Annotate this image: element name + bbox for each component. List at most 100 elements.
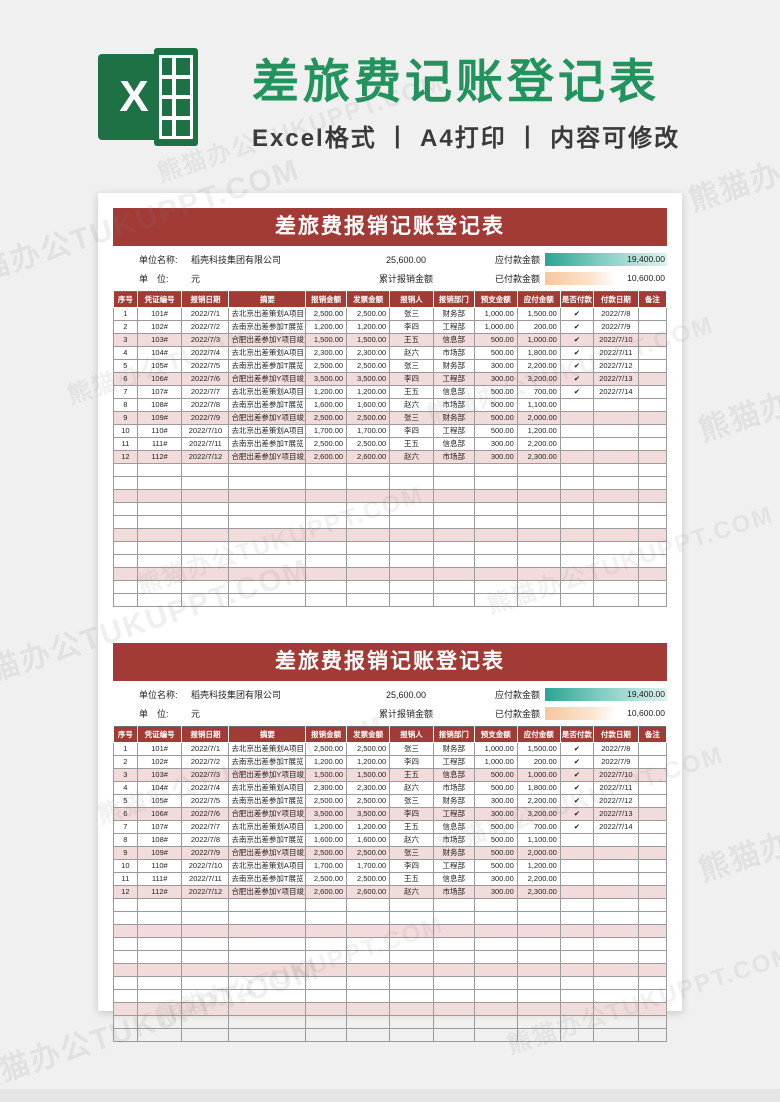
table-cell (346, 1015, 391, 1029)
unit-value: 元 (191, 274, 201, 284)
table-cell (228, 541, 307, 555)
table-cell: 2022/7/13 (592, 807, 639, 821)
column-header: 付款日期 (592, 726, 639, 743)
table-cell: 300.00 (473, 872, 518, 886)
table-cell: 1,000.00 (516, 333, 561, 347)
table-cell: 2,500.00 (305, 794, 348, 808)
table-cell: 2,500.00 (346, 742, 391, 756)
empty-row (113, 911, 668, 925)
table-cell (637, 541, 668, 555)
table-cell: 500.00 (473, 820, 518, 834)
table-cell (113, 924, 138, 938)
table-cell: 103# (136, 333, 183, 347)
table-cell: 2022/7/14 (592, 385, 639, 399)
paid-bar: 10,600.00 (545, 272, 667, 285)
table-cell: 8 (113, 398, 138, 412)
table-cell (305, 950, 348, 964)
table-cell (305, 937, 348, 951)
table-row: 5 105# 2022/7/5 去南京出差参加T展览 2,500.00 2,500.00 张… (113, 794, 668, 808)
table-cell (305, 1002, 348, 1016)
table-cell (305, 554, 348, 568)
table-cell (637, 859, 668, 873)
table-cell (389, 989, 434, 1003)
column-header: 发票金额 (346, 726, 391, 743)
table-cell (136, 528, 183, 542)
table-cell (432, 502, 475, 516)
table-cell (432, 489, 475, 503)
table-cell: 市场部 (432, 450, 475, 464)
sheet-banner-title: 差旅费报销记账登记表 (113, 208, 667, 246)
table-cell: 去南京出差参加T展览 (228, 872, 307, 886)
table-cell (228, 937, 307, 951)
table-cell (113, 541, 138, 555)
empty-row (113, 989, 668, 1003)
table-cell: 李四 (389, 859, 434, 873)
table-cell: 2022/7/7 (181, 385, 230, 399)
table-cell: 2022/7/1 (181, 307, 230, 321)
column-header: 报销部门 (432, 291, 475, 308)
table-cell (228, 911, 307, 925)
table-row: 11 111# 2022/7/11 去南京出差参加T展览 2,500.00 2,500.0… (113, 872, 668, 886)
table-cell: 赵六 (389, 450, 434, 464)
table-cell: 王五 (389, 872, 434, 886)
table-cell: 2,300.00 (305, 346, 348, 360)
table-cell (473, 924, 518, 938)
column-header: 是否付款 (559, 291, 594, 308)
table-cell (516, 937, 561, 951)
table-cell (228, 580, 307, 594)
column-header: 摘要 (228, 726, 307, 743)
table-cell (389, 515, 434, 529)
table-cell: 去南京出差参加T展览 (228, 398, 307, 412)
payable-value: 19,400.00 (627, 254, 665, 264)
table-row: 9 109# 2022/7/9 合肥出差参加Y项目竣工 2,500.00 2,500.00… (113, 411, 668, 425)
table-cell (432, 593, 475, 607)
table-cell (637, 1015, 668, 1029)
table-cell: 去北京出差策划A项目 (228, 346, 307, 360)
table-cell: 104# (136, 346, 183, 360)
table-cell: 112# (136, 885, 183, 899)
table-cell: 110# (136, 424, 183, 438)
table-cell (181, 1002, 230, 1016)
table-cell: 3 (113, 768, 138, 782)
table-cell: ✔ (559, 385, 594, 399)
table-cell: 2022/7/9 (592, 755, 639, 769)
table-cell: 500.00 (473, 398, 518, 412)
table-cell: 9 (113, 846, 138, 860)
paid-value: 10,600.00 (627, 708, 665, 718)
table-cell: 2022/7/11 (592, 781, 639, 795)
table-cell (592, 515, 639, 529)
table-cell: 6 (113, 372, 138, 386)
table-cell (305, 502, 348, 516)
table-cell (228, 476, 307, 490)
table-cell (473, 502, 518, 516)
table-cell (559, 924, 594, 938)
table-cell (432, 463, 475, 477)
table-cell (181, 924, 230, 938)
table-cell (516, 1028, 561, 1042)
table-cell: 2,600.00 (305, 885, 348, 899)
column-header: 凭证编号 (136, 291, 183, 308)
table-cell (136, 541, 183, 555)
paid-value: 10,600.00 (627, 273, 665, 283)
table-cell: 李四 (389, 807, 434, 821)
table-row: 7 107# 2022/7/7 去北京出差策划A项目 1,200.00 1,200.00 王… (113, 820, 668, 834)
excel-icon-sheet (154, 48, 198, 146)
table-cell: 去北京出差策划A项目 (228, 742, 307, 756)
paid-bar: 10,600.00 (545, 707, 667, 720)
table-cell: ✔ (559, 781, 594, 795)
table-cell: 3 (113, 333, 138, 347)
table-cell: 300.00 (473, 794, 518, 808)
table-cell (516, 489, 561, 503)
table-cell: 102# (136, 320, 183, 334)
table-cell: ✔ (559, 372, 594, 386)
table-cell (637, 976, 668, 990)
info-row-2: 单 位: 元 累计报销金额 已付款金额 10,600.00 (113, 704, 667, 723)
table-cell (592, 963, 639, 977)
table-cell: 赵六 (389, 398, 434, 412)
table-cell (228, 515, 307, 529)
table-cell (637, 398, 668, 412)
table-cell (389, 924, 434, 938)
table-cell (181, 515, 230, 529)
table-cell: 1,700.00 (346, 424, 391, 438)
empty-row (113, 1002, 668, 1016)
